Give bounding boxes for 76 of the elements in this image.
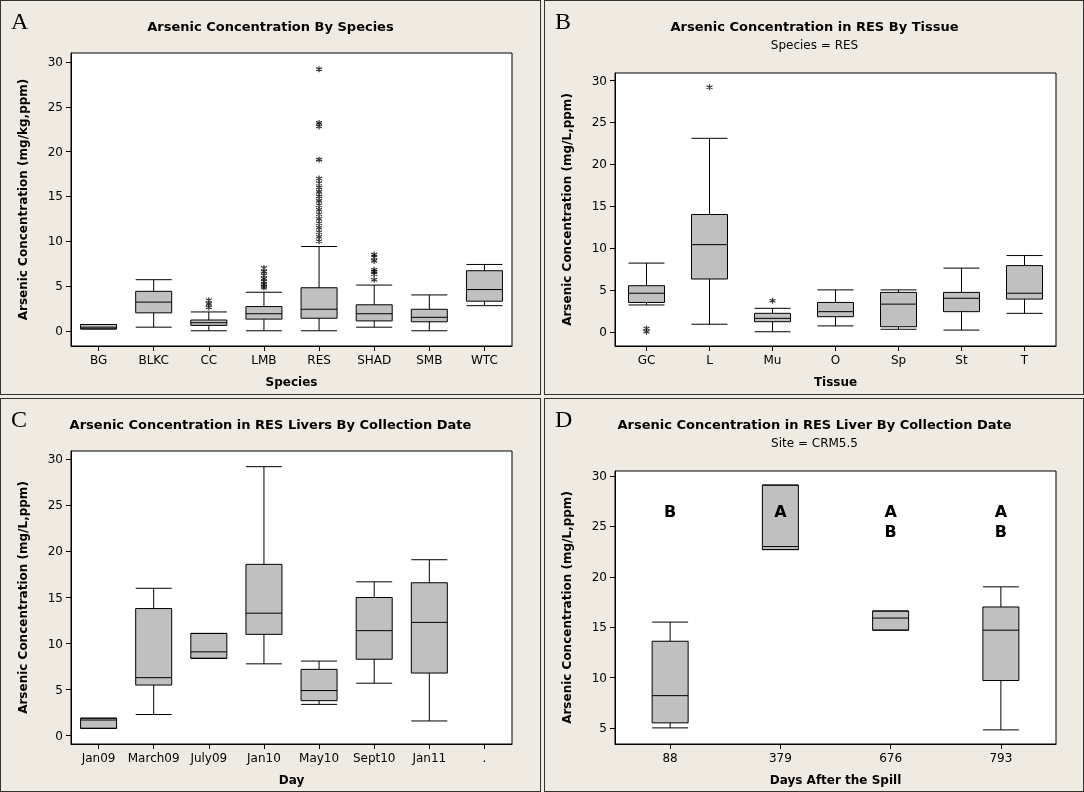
x-tick-label: GC	[637, 353, 655, 367]
x-tick-label: L	[705, 353, 713, 367]
y-tick-label: 5	[598, 282, 607, 297]
y-tick-label: 0	[598, 324, 607, 339]
x-tick-label: T	[1019, 353, 1029, 367]
y-tick-label: 5	[55, 682, 63, 697]
chart-title: Arsenic Concentration in RES Livers By Collection Date	[69, 416, 472, 432]
x-tick-label: 379	[768, 750, 792, 765]
x-axis-title: Tissue	[813, 375, 857, 389]
x-axis-title: Species	[265, 375, 318, 389]
annotation: B	[663, 501, 676, 520]
y-tick-label: 20	[591, 157, 607, 172]
y-tick-label: 25	[591, 115, 607, 130]
y-tick-label: 10	[591, 241, 607, 256]
x-tick-label: Mu	[763, 353, 781, 367]
y-tick-label: 15	[591, 619, 607, 634]
chart-title: Arsenic Concentration By Species	[147, 19, 394, 34]
x-tick-label: WTC	[471, 353, 498, 367]
x-tick-label: RES	[307, 353, 331, 367]
x-tick-label: Sp	[890, 353, 906, 367]
x-tick-label: LMB	[251, 353, 277, 367]
x-tick-label: May10	[299, 750, 340, 765]
y-tick-label: 20	[47, 543, 63, 558]
y-axis-title: Arsenic Concentration (mg/L,ppm)	[559, 93, 574, 326]
x-tick-label: Jan11	[411, 750, 447, 765]
y-tick-label: 0	[55, 728, 63, 743]
y-tick-label: 10	[591, 670, 607, 685]
x-tick-label: BLKC	[138, 353, 169, 367]
x-tick-label: March09	[127, 750, 180, 765]
y-tick-label: 15	[47, 590, 63, 604]
y-tick-label: 30	[47, 54, 63, 69]
y-tick-label: 30	[591, 468, 607, 483]
y-axis-title: Arsenic Concentration (mg/L,ppm)	[559, 490, 574, 724]
text: C	[11, 405, 28, 432]
y-tick-label: 15	[591, 199, 607, 214]
x-tick-label: Sept10	[352, 750, 396, 765]
y-tick-label: 30	[591, 73, 607, 88]
x-tick-label: July09	[189, 750, 228, 765]
annotation: A	[773, 501, 787, 520]
y-tick-label: 10	[47, 234, 63, 249]
y-tick-label: 20	[591, 569, 607, 584]
y-tick-label: 20	[47, 144, 63, 159]
chart-subtitle: Species = RES	[770, 38, 858, 52]
x-tick-label: O	[830, 353, 840, 367]
annotation: A B	[994, 501, 1008, 540]
y-tick-label: 25	[47, 497, 63, 512]
y-tick-label: 10	[47, 636, 63, 651]
x-tick-label: BG	[89, 353, 108, 367]
x-tick-label: St	[954, 353, 968, 367]
y-tick-label: 5	[598, 720, 607, 735]
annotation: A B	[883, 501, 897, 540]
x-tick-label: 88	[661, 750, 678, 765]
chart-title: Arsenic Concentration in RES By Tissue	[669, 19, 959, 34]
x-tick-label: SMB	[416, 353, 443, 367]
x-tick-label: CC	[200, 353, 218, 367]
chart-subtitle: Site = CRM5.5	[770, 435, 858, 450]
y-tick-label: 25	[47, 99, 63, 114]
x-tick-label: Jan09	[80, 750, 116, 765]
x-tick-label: Jan10	[246, 750, 281, 765]
x-tick-label: .	[482, 750, 487, 765]
x-axis-title: Days After the Spill	[769, 772, 901, 787]
y-tick-label: 30	[47, 451, 63, 466]
x-axis-title: Day	[278, 772, 305, 787]
x-tick-label: 793	[988, 750, 1012, 765]
y-axis-title: Arsenic Concentration (mg/L,ppm)	[16, 480, 30, 714]
x-tick-label: SHAD	[357, 353, 392, 367]
chart-title: Arsenic Concentration in RES Liver By Collection Date	[616, 416, 1012, 432]
y-tick-label: 15	[47, 189, 63, 204]
y-axis-title: Arsenic Concentration (mg/kg,ppm)	[16, 78, 30, 321]
text: D	[554, 405, 572, 432]
text: A	[11, 8, 29, 34]
text: B	[554, 8, 571, 34]
y-tick-label: 0	[55, 323, 63, 338]
y-tick-label: 5	[55, 278, 63, 293]
x-tick-label: 676	[878, 750, 902, 765]
y-tick-label: 25	[591, 518, 607, 533]
